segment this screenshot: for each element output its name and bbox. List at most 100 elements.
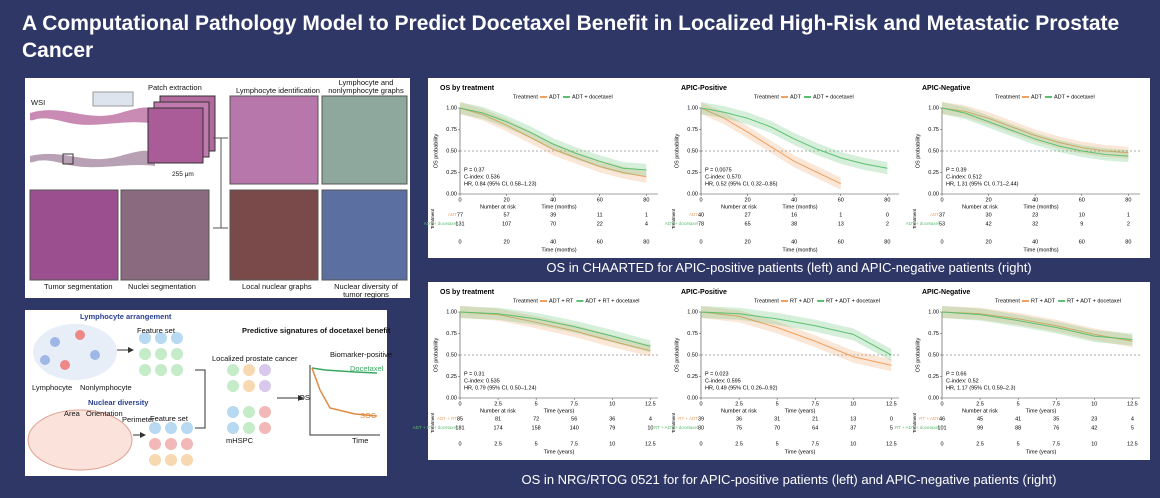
risk-row-label: ADT + RT + docetaxel (413, 425, 457, 430)
risk-value: 0 (890, 416, 893, 422)
risk-tick-label: 40 (791, 239, 797, 245)
patch (147, 107, 204, 164)
label: Patch extraction (148, 83, 202, 92)
survival-curve (941, 311, 1133, 341)
risk-axis-label: Treatment (430, 208, 435, 229)
y-tick-label: 0.00 (446, 191, 457, 197)
confidence-band (701, 101, 841, 190)
risk-tick-label: 0 (940, 239, 943, 245)
stat-label: C-index: 0.570 (705, 174, 741, 180)
confidence-band (701, 305, 892, 372)
risk-value: 16 (791, 212, 797, 218)
tile (321, 95, 408, 185)
risk-value: 75 (736, 425, 742, 431)
y-tick-label: 0.75 (687, 331, 698, 337)
y-axis-label: OS probability (433, 337, 439, 372)
risk-value: 46 (939, 416, 945, 422)
risk-value: 36 (736, 416, 742, 422)
risk-tick-label: 0 (699, 239, 702, 245)
label: Docetaxel (350, 364, 384, 373)
risk-title: Number at risk (721, 204, 757, 210)
risk-tick-label: 60 (597, 239, 603, 245)
y-tick-label: 0.75 (446, 127, 457, 133)
risk-tick-label: 2.5 (976, 441, 984, 447)
risk-row-label: RT + ADT (678, 416, 698, 421)
risk-value: 2 (886, 221, 889, 227)
confidence-band (460, 305, 651, 353)
risk-value: 37 (850, 425, 856, 431)
risk-value: 174 (493, 425, 502, 431)
pipeline-figure (25, 78, 410, 298)
risk-value: 41 (1015, 416, 1021, 422)
risk-value: 10 (1079, 212, 1085, 218)
x-axis-label: Time (years) (1026, 449, 1057, 455)
curve (311, 367, 378, 417)
tile (120, 189, 210, 281)
risk-tick-label: 0 (699, 441, 702, 447)
risk-value: 30 (986, 212, 992, 218)
risk-value: 10 (647, 425, 653, 431)
risk-value: 81 (495, 416, 501, 422)
risk-tick-label: 12.5 (645, 441, 656, 447)
tile (321, 189, 408, 281)
y-tick-label: 0.50 (928, 148, 939, 154)
x-tick-label: 5 (535, 401, 538, 407)
risk-value: 2 (1127, 221, 1130, 227)
risk-tick-label: 0 (458, 239, 461, 245)
risk-tick-label: 60 (838, 239, 844, 245)
y-tick-label: 0.50 (687, 352, 698, 358)
x-tick-label: 80 (884, 197, 890, 203)
risk-axis-label: Treatment (912, 208, 917, 229)
legend-title: Treatment (754, 94, 779, 100)
risk-tick-label: 10 (850, 441, 856, 447)
risk-tick-label: 5 (535, 441, 538, 447)
risk-row-label: ADT + docetaxel (665, 221, 698, 226)
x-axis-label: Time (months) (541, 247, 576, 253)
confidence-band (460, 101, 647, 176)
survival-curve (459, 107, 647, 178)
confidence-band (942, 101, 1129, 163)
risk-value: 70 (550, 221, 556, 227)
label: Nonlymphocyte (80, 383, 132, 392)
label: Local nuclear graphs (242, 282, 312, 291)
y-tick-label: 1.00 (928, 105, 939, 111)
tile (29, 189, 119, 281)
risk-title: Number at risk (721, 408, 757, 414)
risk-value: 64 (812, 425, 818, 431)
y-axis-label: OS probability (433, 133, 439, 168)
risk-title: Number at risk (962, 204, 998, 210)
x-tick-label: 20 (504, 197, 510, 203)
risk-row-label: RT + ADT + docetaxel (895, 425, 939, 430)
stat-label: HR, 0.84 (95% CI, 0.58–1.23) (464, 181, 537, 187)
risk-value: 45 (977, 416, 983, 422)
risk-value: 27 (745, 212, 751, 218)
y-tick-label: 1.00 (446, 309, 457, 315)
y-tick-label: 0.25 (687, 374, 698, 380)
y-tick-label: 0.25 (928, 374, 939, 380)
stat-label: P = 0.31 (464, 371, 485, 377)
x-tick-label: 20 (745, 197, 751, 203)
risk-value: 23 (1032, 212, 1038, 218)
risk-value: 80 (698, 425, 704, 431)
x-tick-label: 0 (458, 401, 461, 407)
risk-axis-label: Treatment (912, 412, 917, 433)
risk-value: 101 (937, 425, 946, 431)
legend-label: ADT (549, 94, 561, 100)
risk-value: 4 (1131, 416, 1134, 422)
risk-value: 11 (597, 212, 603, 218)
risk-value: 35 (1053, 416, 1059, 422)
legend-title: Treatment (995, 94, 1020, 100)
y-tick-label: 0.00 (687, 191, 698, 197)
risk-tick-label: 80 (1125, 239, 1131, 245)
stat-label: P = 0.66 (946, 371, 967, 377)
risk-value: 42 (986, 221, 992, 227)
confidence-band (942, 101, 1129, 159)
x-tick-label: 0 (458, 197, 461, 203)
connector (195, 369, 206, 429)
label: Area (64, 409, 80, 418)
x-tick-label: 60 (1079, 197, 1085, 203)
y-tick-label: 0.75 (928, 127, 939, 133)
risk-tick-label: 60 (1079, 239, 1085, 245)
risk-row-label: ADT + docetaxel (424, 221, 457, 226)
